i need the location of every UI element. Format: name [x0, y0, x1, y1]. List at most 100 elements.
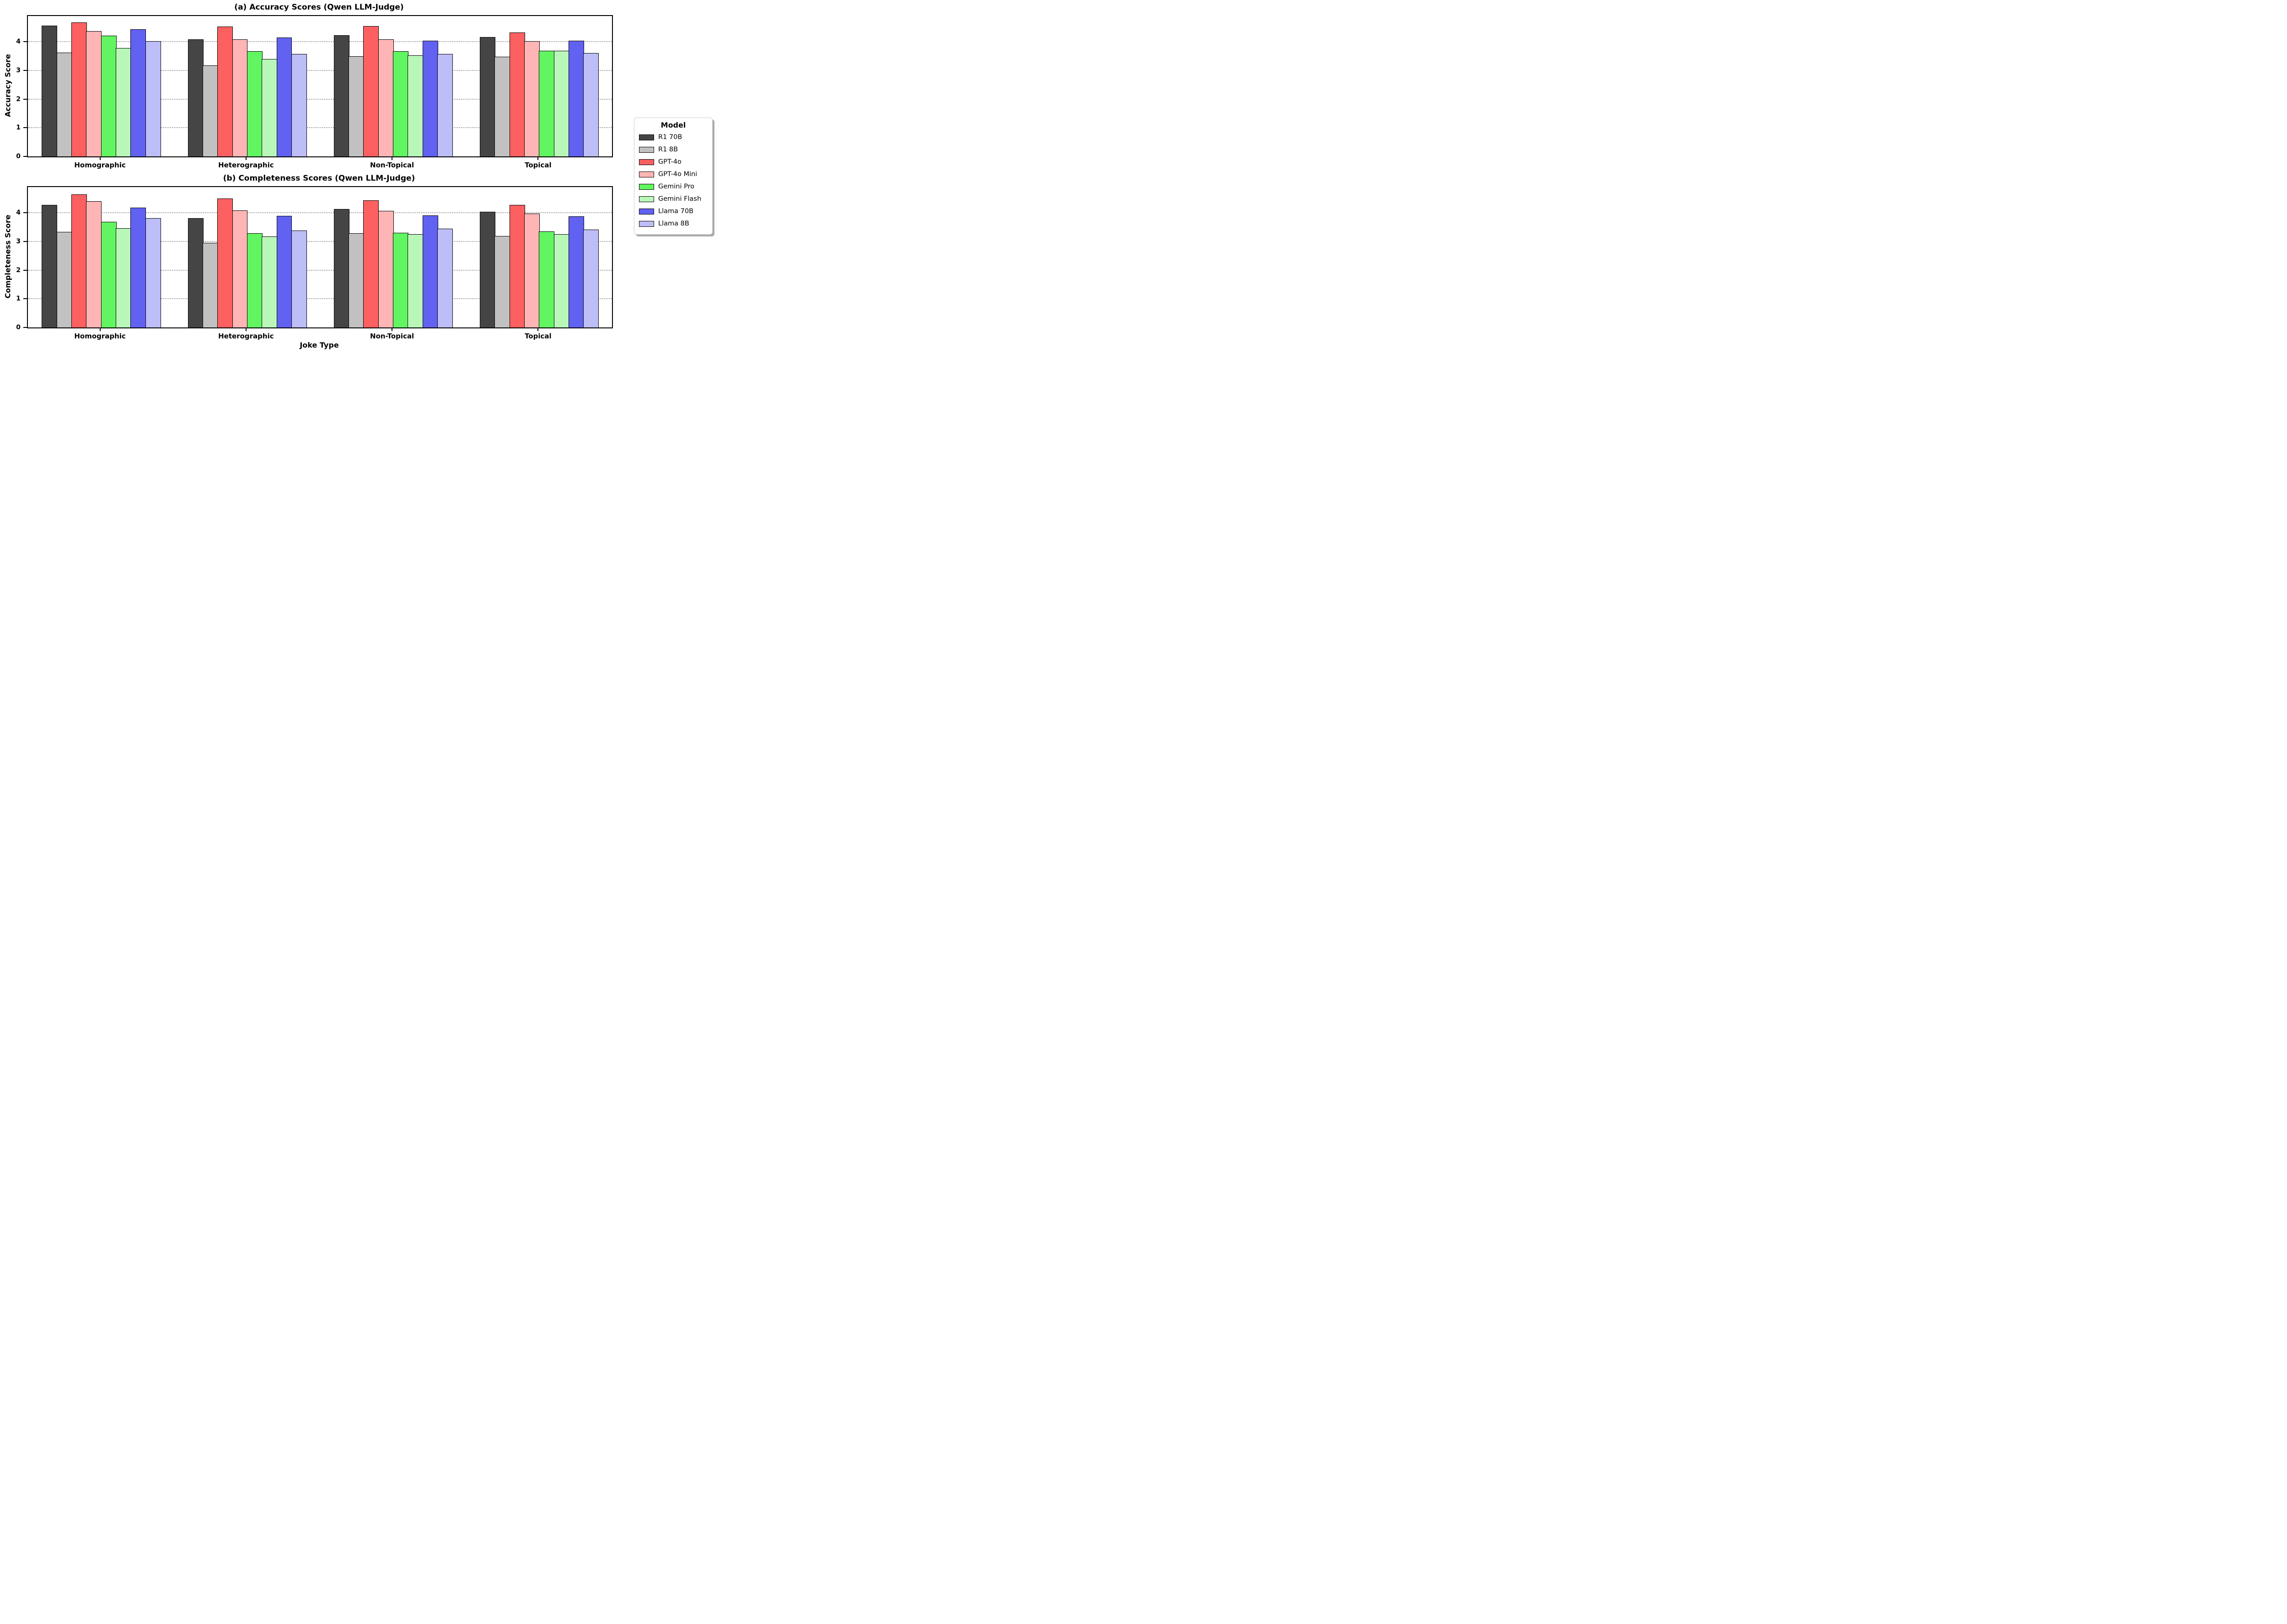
y-tick-mark-3	[23, 70, 27, 71]
y-tick-mark-1	[23, 298, 27, 300]
x-tick-mark-homographic	[99, 327, 101, 331]
bar-gpt-4o-mini-heterographic	[232, 39, 248, 156]
completeness-chart-title: (b) Completeness Scores (Qwen LLM-Judge)	[223, 174, 415, 183]
legend-label: Llama 70B	[658, 208, 694, 215]
legend-label: R1 8B	[658, 146, 678, 153]
y-tick-mark-4	[23, 41, 27, 43]
y-tick-mark-2	[23, 269, 27, 271]
legend-label: R1 70B	[658, 134, 682, 141]
x-tick-label-homographic: Homographic	[74, 161, 126, 169]
bar-gemini-flash-topical	[553, 234, 569, 327]
x-tick-label-heterographic: Heterographic	[218, 332, 274, 340]
bar-r1-8b-topical	[494, 236, 510, 327]
legend-swatch-icon	[639, 134, 654, 140]
completeness-plot-area	[27, 186, 613, 328]
y-tick-mark-1	[23, 127, 27, 129]
legend-label: Gemini Flash	[658, 195, 702, 203]
legend-item-llama-8b: Llama 8B	[639, 218, 708, 230]
bar-gpt-4o-mini-homographic	[86, 31, 102, 156]
y-tick-label-1: 1	[16, 124, 21, 132]
bar-gpt-4o-mini-topical	[524, 213, 540, 327]
bar-llama-8b-non-topical	[437, 228, 453, 327]
bar-gpt-4o-mini-heterographic	[232, 210, 248, 327]
y-tick-label-0: 0	[16, 153, 21, 160]
bar-r1-8b-heterographic	[202, 243, 218, 327]
bar-r1-70b-topical	[480, 211, 495, 327]
bar-gpt-4o-heterographic	[217, 198, 233, 327]
bar-llama-8b-homographic	[145, 218, 161, 327]
bar-llama-8b-homographic	[145, 41, 161, 156]
bar-gpt-4o-mini-non-topical	[378, 211, 394, 327]
bar-gemini-pro-heterographic	[247, 233, 263, 327]
y-tick-mark-3	[23, 241, 27, 242]
y-tick-label-2: 2	[16, 266, 21, 274]
bar-gemini-flash-heterographic	[262, 59, 278, 156]
legend-item-llama-70b: Llama 70B	[639, 205, 708, 218]
y-tick-mark-2	[23, 98, 27, 100]
y-tick-mark-0	[23, 156, 27, 157]
legend-item-gpt-4o-mini: GPT-4o Mini	[639, 168, 708, 181]
legend-items: R1 70B R1 8B GPT-4o GPT-4o Mini Gemini Pro Ge…	[639, 131, 708, 230]
bar-gemini-pro-homographic	[101, 222, 117, 327]
x-tick-mark-homographic	[99, 156, 101, 160]
bar-gpt-4o-non-topical	[363, 26, 379, 156]
bar-r1-70b-non-topical	[333, 35, 349, 156]
y-tick-label-3: 3	[16, 238, 21, 246]
bar-gpt-4o-mini-topical	[524, 41, 540, 156]
legend-label: GPT-4o	[658, 158, 682, 166]
figure-canvas: { "figure": { "background": "#ffffff", "…	[0, 0, 717, 355]
gridline-y1	[28, 298, 612, 300]
bar-llama-8b-heterographic	[291, 54, 307, 156]
bar-r1-70b-homographic	[42, 205, 58, 327]
bar-llama-8b-non-topical	[437, 54, 453, 156]
bar-r1-70b-heterographic	[188, 39, 204, 156]
bar-r1-70b-heterographic	[188, 218, 204, 327]
legend-swatch-icon	[639, 172, 654, 177]
bar-gemini-flash-non-topical	[408, 55, 424, 156]
legend-item-r1-70b: R1 70B	[639, 131, 708, 144]
bar-r1-70b-non-topical	[333, 209, 349, 327]
legend-label: Gemini Pro	[658, 183, 695, 190]
y-tick-mark-0	[23, 327, 27, 328]
bar-llama-70b-topical	[569, 216, 584, 327]
y-tick-mark-4	[23, 212, 27, 214]
bar-r1-8b-non-topical	[349, 56, 365, 156]
bar-r1-70b-homographic	[42, 26, 58, 156]
bar-r1-8b-homographic	[56, 53, 72, 156]
legend-swatch-icon	[639, 147, 654, 153]
bar-gemini-pro-non-topical	[393, 51, 409, 156]
gridline-y4	[28, 41, 612, 43]
gridline-y2	[28, 98, 612, 100]
bar-llama-70b-non-topical	[422, 215, 438, 327]
bar-llama-8b-topical	[583, 53, 599, 156]
bar-r1-8b-heterographic	[202, 65, 218, 156]
legend-item-gemini-flash: Gemini Flash	[639, 193, 708, 205]
completeness-y-axis-label: Completeness Score	[3, 214, 12, 299]
y-tick-label-2: 2	[16, 95, 21, 103]
x-tick-label-topical: Topical	[525, 332, 552, 340]
bar-gpt-4o-non-topical	[363, 200, 379, 327]
x-axis-label: Joke Type	[300, 341, 339, 349]
accuracy-plot-area	[27, 15, 613, 157]
bar-gemini-pro-topical	[539, 51, 555, 156]
y-tick-label-4: 4	[16, 209, 21, 217]
y-tick-label-0: 0	[16, 324, 21, 331]
legend-swatch-icon	[639, 184, 654, 190]
accuracy-chart-title: (a) Accuracy Scores (Qwen LLM-Judge)	[234, 3, 404, 12]
bar-llama-70b-heterographic	[276, 216, 292, 327]
bar-llama-70b-topical	[569, 40, 584, 156]
x-tick-label-heterographic: Heterographic	[218, 161, 274, 169]
bar-gemini-flash-homographic	[115, 228, 131, 327]
legend-swatch-icon	[639, 209, 654, 214]
legend-box: Model R1 70B R1 8B GPT-4o GPT-4o Mini Gemini…	[634, 118, 713, 235]
bar-gemini-flash-non-topical	[408, 234, 424, 327]
bar-gpt-4o-mini-non-topical	[378, 39, 394, 156]
bar-r1-70b-topical	[480, 37, 495, 156]
bar-gpt-4o-heterographic	[217, 26, 233, 156]
gridline-y3	[28, 70, 612, 71]
bar-gemini-flash-heterographic	[262, 236, 278, 327]
legend-label: Llama 8B	[658, 220, 689, 227]
bar-gemini-pro-homographic	[101, 36, 117, 156]
legend-swatch-icon	[639, 159, 654, 165]
accuracy-y-axis-label: Accuracy Score	[3, 54, 12, 117]
